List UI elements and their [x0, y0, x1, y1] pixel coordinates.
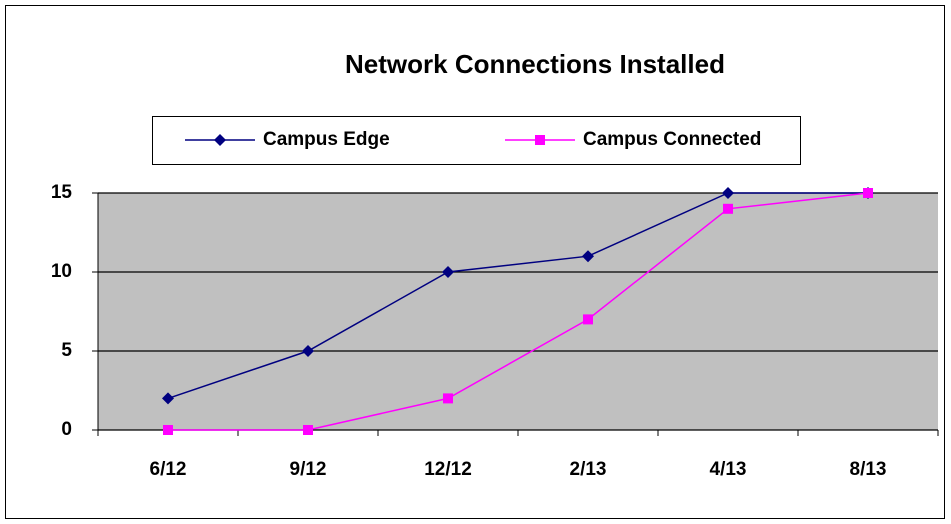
series-line: [167, 192, 868, 400]
y-tick-label: 10: [51, 261, 72, 282]
x-tick-label: 4/13: [710, 459, 747, 480]
y-tick-label: 0: [61, 419, 72, 440]
marker: [162, 392, 174, 405]
marker: [583, 314, 593, 325]
marker: [722, 187, 734, 199]
y-tick-label: 5: [61, 340, 72, 361]
marker: [302, 345, 314, 357]
x-tick-label: 8/13: [850, 459, 887, 480]
marker: [863, 188, 873, 198]
marker: [582, 250, 594, 263]
marker: [723, 203, 733, 214]
series-line: [168, 192, 869, 431]
marker: [303, 425, 313, 435]
plot-area: [98, 193, 938, 430]
x-tick-label: 2/13: [570, 459, 607, 480]
y-tick-label: 15: [51, 182, 73, 203]
marker: [443, 393, 453, 404]
legend-label: Campus Connected: [583, 129, 761, 150]
marker: [214, 134, 226, 146]
marker: [442, 266, 454, 278]
legend-box: [152, 116, 801, 165]
x-tick-label: 9/12: [290, 459, 327, 480]
x-tick-label: 6/12: [150, 459, 187, 480]
legend-label: Campus Edge: [263, 129, 390, 150]
x-tick-label: 12/12: [424, 459, 472, 480]
marker: [535, 135, 545, 145]
marker: [163, 425, 173, 435]
chart-title: Network Connections Installed: [345, 49, 725, 79]
